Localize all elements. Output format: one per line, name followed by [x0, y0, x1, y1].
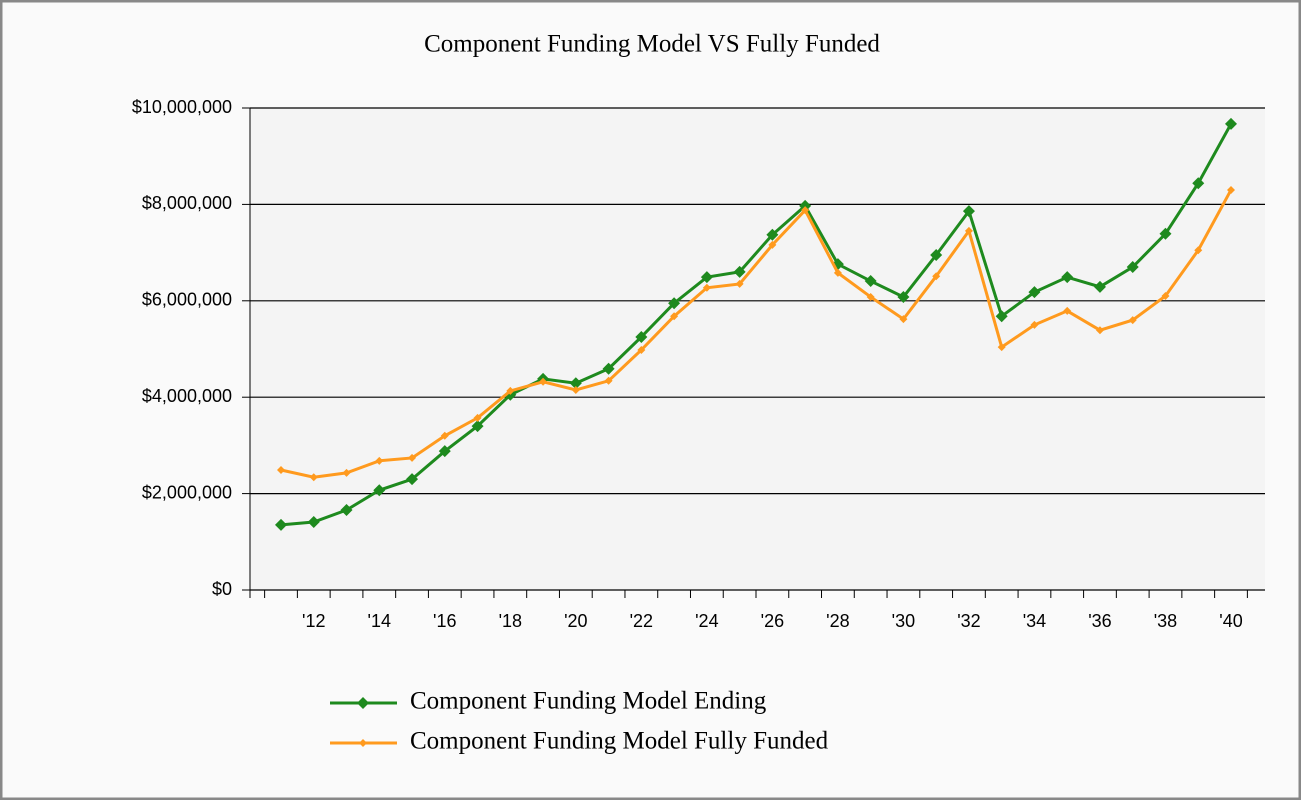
data-marker: [1126, 261, 1139, 274]
data-marker: [700, 271, 713, 284]
data-marker: [1028, 286, 1041, 299]
y-tick-label: $2,000,000: [142, 482, 232, 502]
data-marker: [506, 386, 515, 395]
data-marker: [637, 345, 646, 354]
y-tick-label: $10,000,000: [132, 97, 232, 117]
data-marker: [899, 315, 908, 324]
data-marker: [1063, 306, 1072, 315]
y-tick-label: $8,000,000: [142, 193, 232, 213]
data-marker: [1128, 316, 1137, 325]
data-marker: [1061, 271, 1074, 284]
data-marker: [670, 312, 679, 321]
data-marker: [1194, 246, 1203, 255]
data-marker: [801, 206, 810, 215]
data-marker: [995, 310, 1008, 323]
data-marker: [1093, 280, 1106, 293]
x-tick-label: '24: [695, 611, 718, 631]
data-marker: [569, 377, 582, 390]
data-marker: [964, 226, 973, 235]
data-marker: [406, 473, 419, 486]
data-marker: [473, 413, 482, 422]
x-tick-label: '40: [1219, 611, 1242, 631]
data-marker: [702, 283, 711, 292]
data-marker: [440, 431, 449, 440]
data-marker: [571, 385, 580, 394]
data-marker: [668, 297, 681, 310]
data-marker: [733, 265, 746, 278]
data-marker: [438, 445, 451, 458]
x-tick-label: '20: [564, 611, 587, 631]
series-line: [280, 123, 1233, 527]
data-marker: [471, 420, 484, 433]
data-marker: [307, 516, 320, 529]
plot-area: [250, 108, 1265, 590]
data-marker: [340, 503, 353, 516]
data-marker: [1161, 291, 1170, 300]
y-tick-label: $6,000,000: [142, 290, 232, 310]
data-marker: [309, 473, 318, 482]
data-marker: [408, 453, 417, 462]
data-marker: [897, 290, 910, 303]
data-marker: [1192, 177, 1205, 190]
data-marker: [1225, 117, 1237, 130]
data-marker: [602, 362, 615, 375]
data-marker: [373, 484, 386, 497]
x-tick-label: '26: [761, 611, 784, 631]
data-marker: [604, 376, 613, 385]
legend-label: Component Funding Model Ending: [410, 688, 767, 715]
data-marker: [1227, 185, 1235, 194]
data-marker: [768, 240, 777, 249]
data-marker: [539, 377, 548, 386]
data-marker: [962, 205, 975, 218]
data-marker: [735, 279, 744, 288]
x-tick-label: '18: [499, 611, 522, 631]
data-marker: [277, 465, 285, 474]
data-marker: [866, 292, 875, 301]
data-marker: [275, 518, 287, 531]
y-tick-label: $4,000,000: [142, 386, 232, 406]
x-tick-label: '30: [892, 611, 915, 631]
data-marker: [635, 330, 648, 343]
legend-marker: [359, 739, 367, 747]
x-tick-label: '12: [302, 611, 325, 631]
legend-marker: [357, 697, 369, 709]
x-tick-label: '32: [957, 611, 980, 631]
legend-label: Component Funding Model Fully Funded: [410, 728, 829, 755]
x-tick-label: '38: [1154, 611, 1177, 631]
data-marker: [375, 456, 384, 465]
series-line: [280, 189, 1233, 479]
x-tick-label: '14: [368, 611, 391, 631]
data-marker: [342, 468, 351, 477]
x-tick-label: '22: [630, 611, 653, 631]
data-marker: [1095, 326, 1104, 335]
data-marker: [930, 249, 943, 262]
data-marker: [833, 268, 842, 277]
data-marker: [864, 275, 877, 288]
data-marker: [932, 272, 941, 281]
data-marker: [766, 228, 779, 241]
data-marker: [1030, 320, 1039, 329]
x-tick-label: '16: [433, 611, 456, 631]
x-tick-label: '36: [1088, 611, 1111, 631]
y-tick-label: $0: [212, 579, 232, 599]
data-marker: [997, 343, 1006, 352]
x-tick-label: '34: [1023, 611, 1046, 631]
data-marker: [1159, 227, 1172, 240]
chart-title: Component Funding Model VS Fully Funded: [424, 31, 880, 58]
data-marker: [799, 199, 812, 212]
x-tick-label: '28: [826, 611, 849, 631]
